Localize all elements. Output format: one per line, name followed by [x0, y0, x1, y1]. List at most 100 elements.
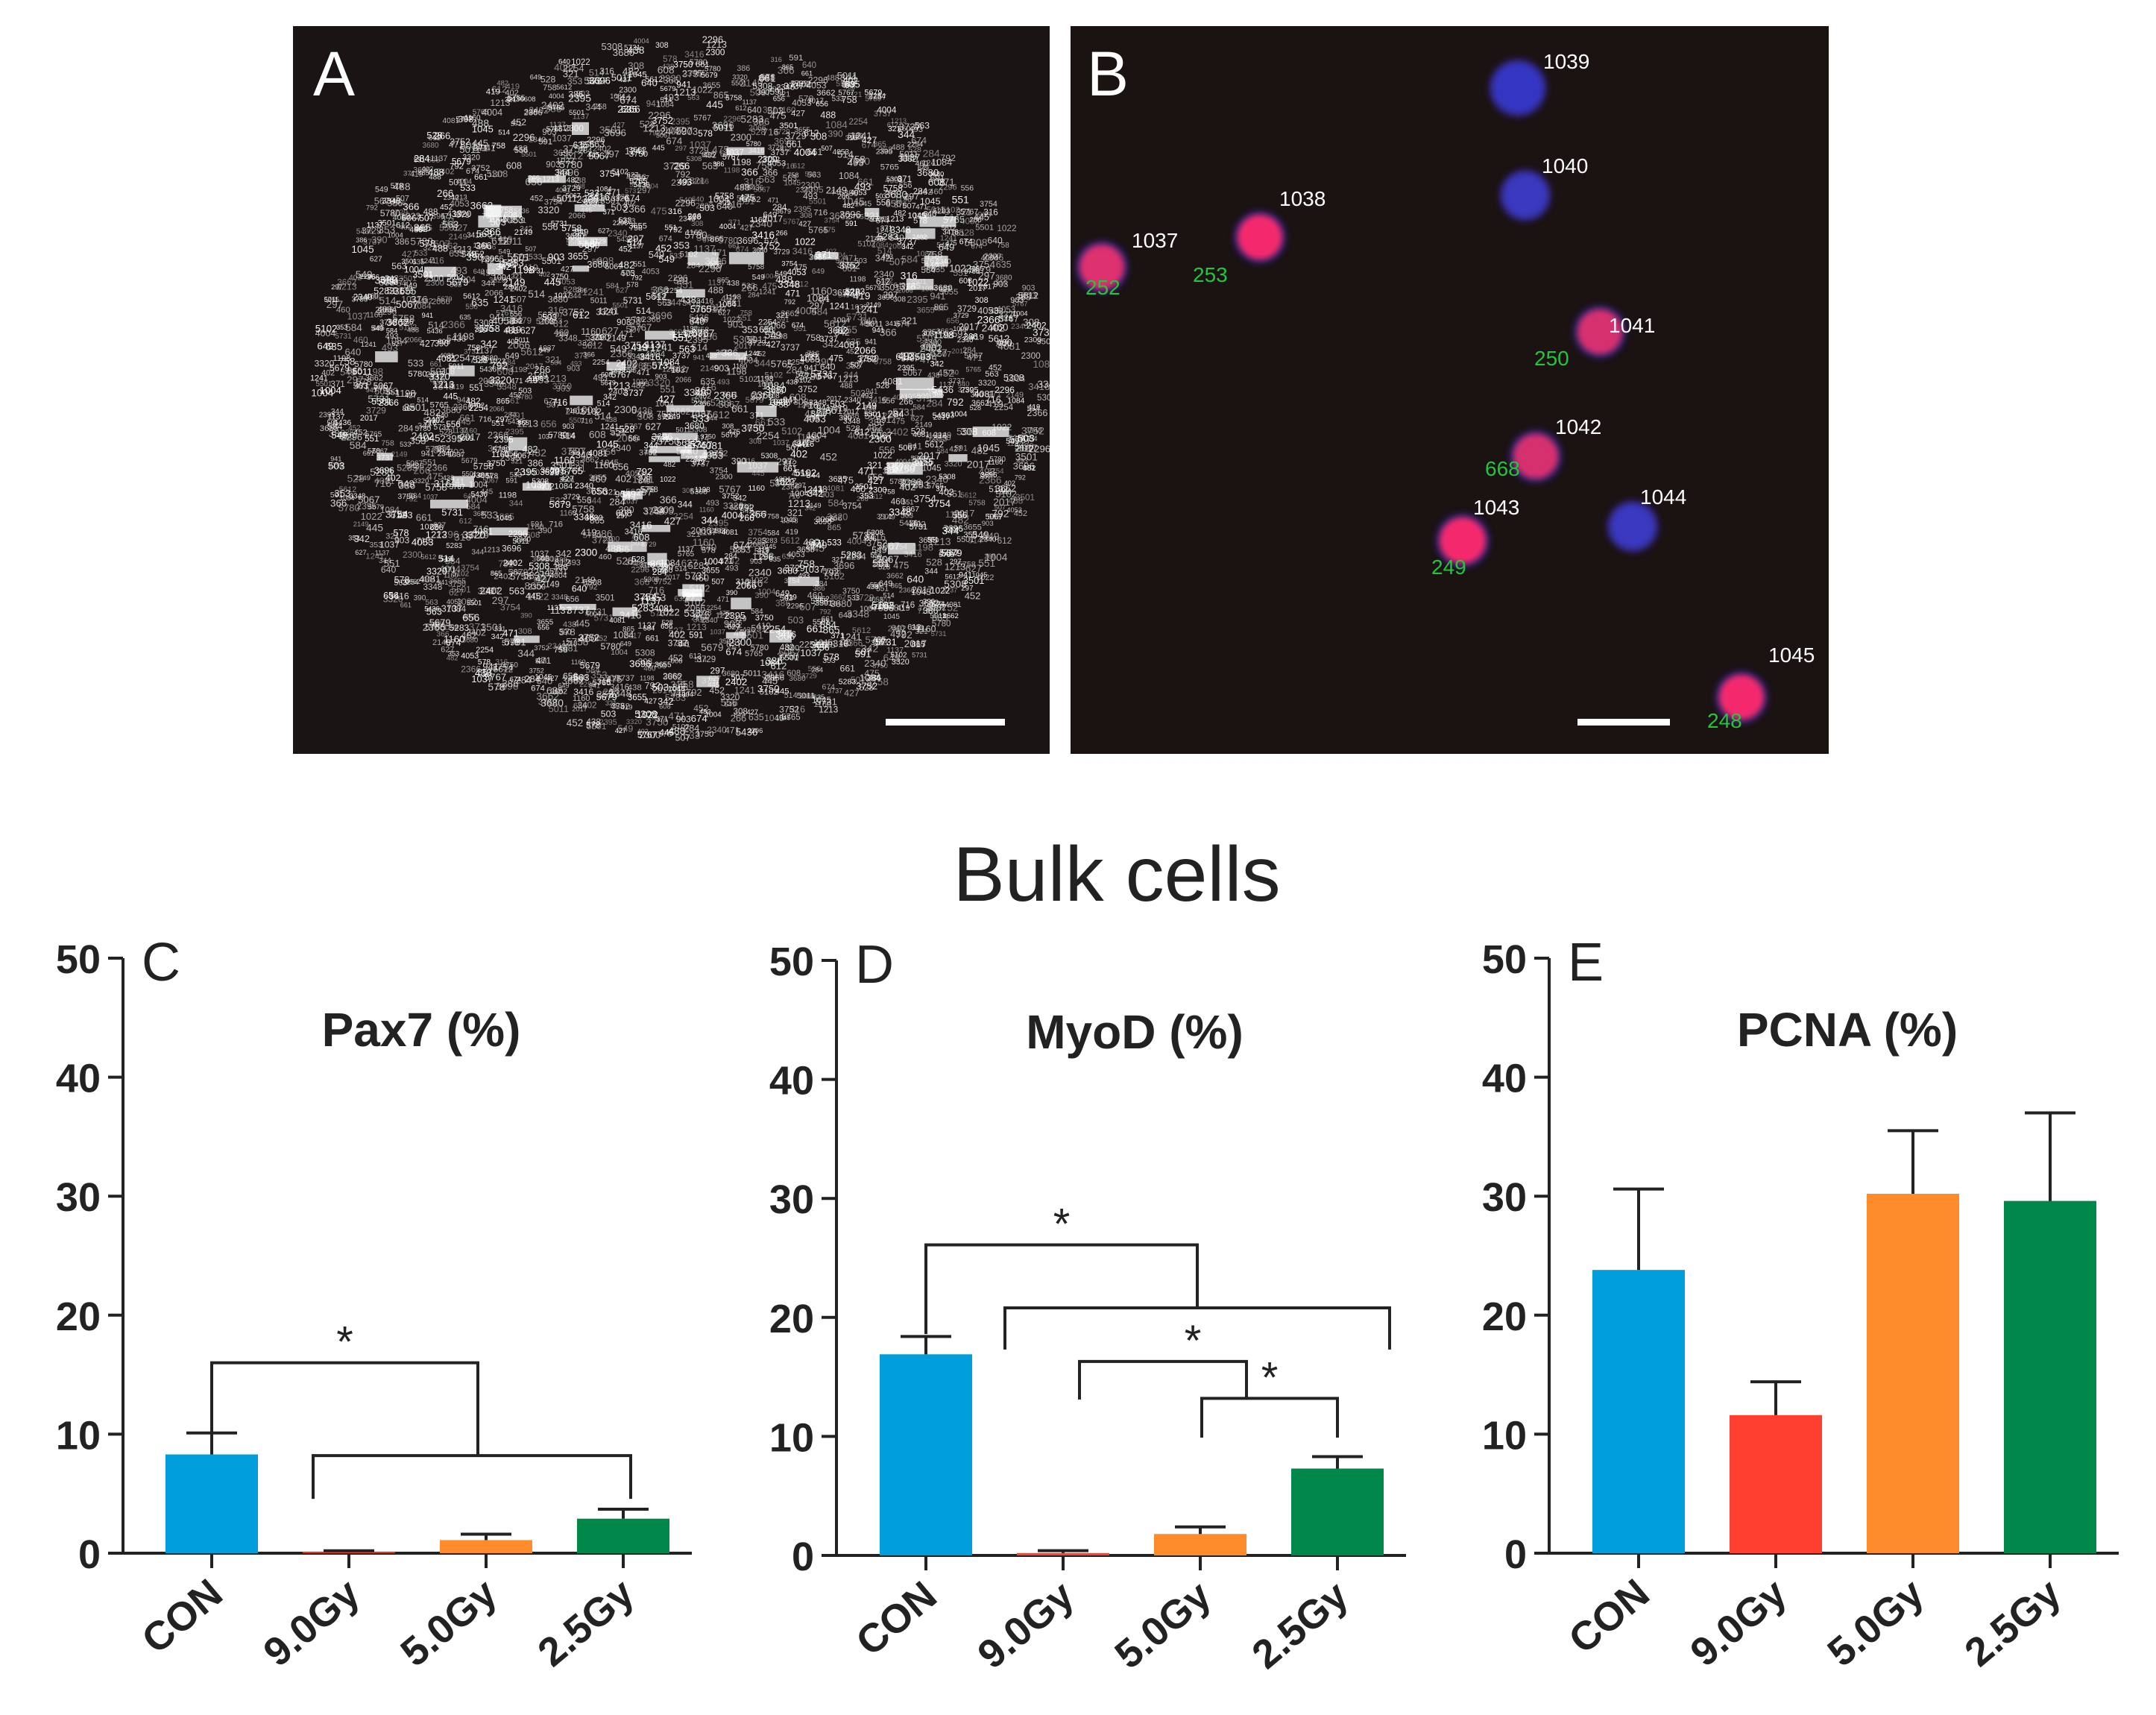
- panel-a-cell-label: 2340: [575, 482, 593, 491]
- panel-a-cell-label: 5436: [447, 333, 467, 344]
- panel-a-cell-label: 3680: [684, 421, 705, 431]
- panel-a-cell-label: 5612: [707, 409, 730, 421]
- panel-a-cell-label: 792: [819, 608, 831, 616]
- panel-a-cell-label: 3737: [363, 238, 382, 247]
- panel-a-cell-label: 1004: [1005, 374, 1026, 384]
- panel-a-cell-label: 308: [749, 438, 762, 446]
- panel-a-cell-label: 649: [620, 640, 631, 647]
- panel-a-cell-label: 2254: [849, 118, 869, 127]
- panel-a-cell-label: 5011: [611, 72, 632, 83]
- panel-a-cell-label: 1084: [718, 300, 736, 309]
- panel-a-cell-label: 3696: [877, 294, 895, 302]
- panel-a-bright-cluster: [919, 216, 956, 227]
- panel-a-cell-label: 3320: [578, 339, 596, 347]
- panel-a-cell-label: 1198: [724, 167, 740, 175]
- panel-a-cell-label: 549: [1006, 437, 1020, 446]
- panel-a-cell-label: 390: [757, 89, 769, 97]
- panel-a-cell-label: 3348: [484, 379, 504, 389]
- panel-a-cell-label: 2340: [514, 535, 531, 544]
- panel-a-cell-label: 5780: [690, 58, 707, 67]
- panel-a-cell-label: 5011: [501, 236, 523, 247]
- panel-a-cell-label: 716: [549, 520, 563, 529]
- panel-a-cell-label: 460: [997, 338, 1012, 348]
- panel-a-cell-label: 635: [621, 104, 637, 115]
- panel-a-cell-label: 556: [961, 183, 974, 192]
- panel-a-cell-label: 514: [498, 129, 510, 137]
- panel-a-cell-label: 716: [374, 478, 391, 489]
- panel-a-cell-label: 1241: [830, 301, 850, 312]
- panel-a-cell-label: 661: [646, 634, 660, 643]
- panel-a-cell-label: 316: [726, 199, 742, 210]
- panel-a-cell-label: 716: [901, 601, 915, 610]
- panel-a-cell-label: 3696: [980, 471, 997, 479]
- panel-a-cell-label: 3754: [634, 591, 658, 602]
- panel-a-cell-label: 316: [548, 305, 564, 316]
- panel-a-cell-label: 2402: [888, 625, 907, 634]
- panel-a-cell-label: 758: [756, 160, 773, 172]
- panel-a-cell-label: 5679: [721, 432, 738, 440]
- x-tick-label: 2.5Gy: [1956, 1570, 2069, 1675]
- panel-a-cell-label: 1084: [757, 381, 773, 388]
- panel-a-cell-label: 402: [790, 448, 807, 459]
- panel-a-cell-label: 608: [768, 391, 780, 400]
- panel-letter: C: [142, 933, 180, 992]
- panel-a-cell-label: 316: [546, 556, 558, 564]
- panel-a-cell-label: 402: [990, 306, 1003, 315]
- panel-a-cell-label: 556: [580, 141, 594, 150]
- panel-a-bright-cluster: [972, 427, 1009, 438]
- panel-a-cell-label: 5102: [612, 168, 628, 176]
- panel-a-cell-label: 5780: [989, 456, 1006, 464]
- panel-a-cell-label: 427: [486, 587, 500, 596]
- panel-a-cell-label: 366: [576, 287, 588, 295]
- panel-a-cell-label: 3501: [378, 219, 397, 228]
- panel-a-cell-label: 563: [915, 121, 930, 131]
- bar-con: [880, 1354, 972, 1555]
- panel-a-cell-label: 5679: [512, 317, 532, 326]
- panel-a-cell-label: 2395: [687, 335, 708, 345]
- panel-a-cell-label: 640: [692, 195, 705, 204]
- panel-a-cell-label: 5436: [424, 605, 439, 612]
- panel-a-cell-label: 366: [880, 327, 897, 339]
- panel-a-cell-label: 1213: [483, 546, 500, 554]
- x-tick-label: 2.5Gy: [1244, 1573, 1356, 1678]
- panel-a-cell-label: 549: [972, 529, 989, 541]
- panel-a-cell-label: 493: [854, 181, 871, 192]
- panel-a-bright-cluster: [452, 476, 474, 488]
- panel-a-cell-label: 1022: [949, 263, 971, 274]
- panel-a-cell-label: 5767: [587, 76, 608, 86]
- panel-a-cell-label: 344: [517, 648, 535, 659]
- panel-a-cell-label: 507: [822, 145, 833, 152]
- panel-a-cell-label: 584: [445, 556, 461, 567]
- panel-a-cell-label: 792: [480, 257, 494, 265]
- panel-a-cell-label: 591: [673, 275, 690, 286]
- panel-a-cell-label: 344: [924, 567, 938, 576]
- panel-a-cell-label: 3696: [553, 148, 573, 158]
- panel-a-cell-label: 3696: [649, 309, 672, 321]
- panel-a-cell-label: 266: [873, 236, 886, 244]
- panel-a-cell-label: 452: [530, 195, 543, 204]
- panel-a-cell-label: 5679: [429, 617, 451, 628]
- panel-a-cell-label: 3680: [423, 142, 439, 150]
- panel-a-cell-label: 551: [672, 333, 690, 344]
- panel-a-bright-cluster: [662, 432, 698, 440]
- panel-a-cell-label: 5011: [713, 122, 734, 133]
- panel-a-cell-label: 507: [980, 473, 992, 480]
- panel-a-cell-label: 2066: [489, 406, 504, 413]
- panel-a-cell-label: 3662: [813, 595, 830, 603]
- panel-a-cell-label: 438: [662, 63, 675, 71]
- panel-a-cell-label: 3416: [500, 303, 523, 314]
- panel-a-cell-label: 1213: [945, 562, 965, 573]
- panel-a-cell-label: 3737: [668, 638, 688, 649]
- panel-a-cell-label: 563: [759, 174, 775, 185]
- panel-a-cell-label: 475: [620, 268, 635, 279]
- panel-a-cell-label: 452: [1014, 509, 1027, 518]
- panel-a-cell-label: 5011: [797, 691, 816, 700]
- panel-a-cell-label: 297: [628, 233, 644, 244]
- panel-a-cell-label: 5011: [324, 296, 338, 303]
- panel-a-cell-label: 4053: [792, 98, 812, 108]
- panel-a-cell-label: 5780: [559, 159, 582, 171]
- panel-a-cell-label: 1004: [818, 424, 841, 435]
- panel-a-cell-label: 344: [614, 92, 631, 104]
- panel-a-cell-label: 635: [782, 553, 795, 561]
- panel-a-cell-label: 578: [559, 626, 576, 638]
